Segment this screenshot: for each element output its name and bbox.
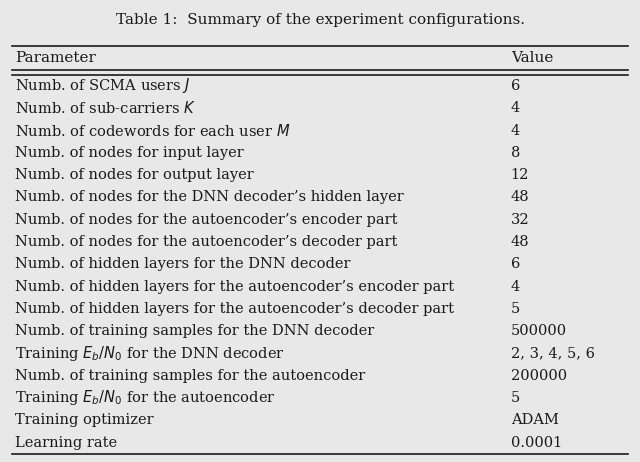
Text: 6: 6: [511, 79, 520, 93]
Text: Learning rate: Learning rate: [15, 436, 117, 450]
Text: 6: 6: [511, 257, 520, 271]
Text: Numb. of codewords for each user $M$: Numb. of codewords for each user $M$: [15, 122, 290, 139]
Text: Numb. of nodes for input layer: Numb. of nodes for input layer: [15, 146, 243, 160]
Text: Parameter: Parameter: [15, 51, 95, 65]
Text: 200000: 200000: [511, 369, 567, 383]
Text: 8: 8: [511, 146, 520, 160]
Text: Numb. of training samples for the autoencoder: Numb. of training samples for the autoen…: [15, 369, 365, 383]
Text: Numb. of sub-carriers $K$: Numb. of sub-carriers $K$: [15, 100, 195, 116]
Text: 4: 4: [511, 280, 520, 293]
Text: 4: 4: [511, 123, 520, 138]
Text: 500000: 500000: [511, 324, 567, 338]
Text: 5: 5: [511, 391, 520, 405]
Text: Training optimizer: Training optimizer: [15, 413, 154, 427]
Text: Numb. of SCMA users $J$: Numb. of SCMA users $J$: [15, 77, 190, 96]
Text: Numb. of training samples for the DNN decoder: Numb. of training samples for the DNN de…: [15, 324, 374, 338]
Text: Numb. of hidden layers for the autoencoder’s decoder part: Numb. of hidden layers for the autoencod…: [15, 302, 454, 316]
Text: Numb. of nodes for the DNN decoder’s hidden layer: Numb. of nodes for the DNN decoder’s hid…: [15, 190, 403, 204]
Text: Numb. of hidden layers for the autoencoder’s encoder part: Numb. of hidden layers for the autoencod…: [15, 280, 454, 293]
Text: Value: Value: [511, 51, 553, 65]
Text: 4: 4: [511, 101, 520, 116]
Text: 0.0001: 0.0001: [511, 436, 562, 450]
Text: 2, 3, 4, 5, 6: 2, 3, 4, 5, 6: [511, 346, 595, 360]
Text: 48: 48: [511, 235, 529, 249]
Text: Training $E_b/N_0$ for the DNN decoder: Training $E_b/N_0$ for the DNN decoder: [15, 344, 284, 363]
Text: 32: 32: [511, 213, 529, 227]
Text: Numb. of hidden layers for the DNN decoder: Numb. of hidden layers for the DNN decod…: [15, 257, 350, 271]
Text: 12: 12: [511, 168, 529, 182]
Text: Numb. of nodes for output layer: Numb. of nodes for output layer: [15, 168, 253, 182]
Text: 5: 5: [511, 302, 520, 316]
Text: 48: 48: [511, 190, 529, 204]
Text: Numb. of nodes for the autoencoder’s decoder part: Numb. of nodes for the autoencoder’s dec…: [15, 235, 397, 249]
Text: Table 1:  Summary of the experiment configurations.: Table 1: Summary of the experiment confi…: [115, 13, 525, 27]
Text: ADAM: ADAM: [511, 413, 559, 427]
Text: Numb. of nodes for the autoencoder’s encoder part: Numb. of nodes for the autoencoder’s enc…: [15, 213, 397, 227]
Text: Training $E_b/N_0$ for the autoencoder: Training $E_b/N_0$ for the autoencoder: [15, 389, 275, 407]
